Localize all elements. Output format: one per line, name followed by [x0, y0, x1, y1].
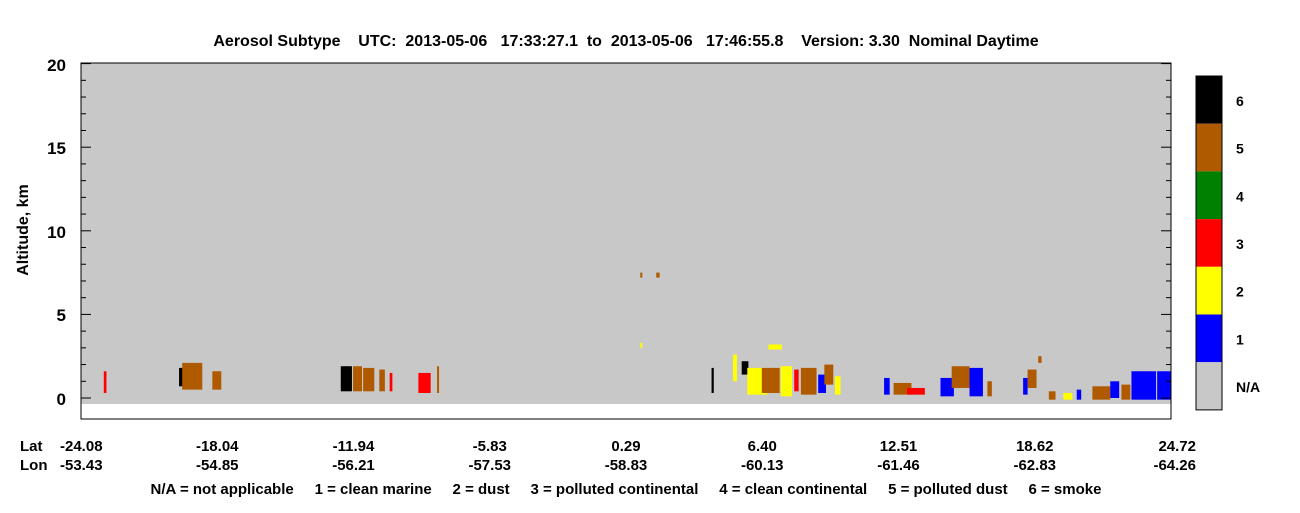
y-axis-left-ticks [81, 63, 91, 399]
lat-tick-label: 12.51 [880, 438, 918, 455]
feature-block [741, 361, 749, 375]
feature-block [103, 371, 107, 393]
feature-block [656, 272, 660, 278]
feature-block [768, 344, 782, 350]
colorbar-segment [1196, 171, 1222, 220]
lat-tick-label: 6.40 [748, 438, 777, 455]
feature-block [1157, 371, 1171, 400]
feature-block [761, 367, 780, 393]
lon-tick-label: -60.13 [741, 457, 784, 474]
y-tick-label: 15 [47, 139, 66, 158]
feature-block [893, 382, 912, 395]
surface-band [81, 404, 1171, 419]
colorbar-label: 5 [1236, 141, 1244, 157]
feature-block [711, 367, 714, 393]
lat-tick-label: 18.62 [1016, 438, 1054, 455]
colorbar-segment [1196, 76, 1222, 124]
feature-block [1092, 386, 1111, 400]
lon-row-label: Lon [20, 457, 48, 474]
feature-block [212, 371, 222, 390]
feature-block [182, 362, 203, 390]
y-tick-label: 0 [57, 390, 66, 409]
feature-block [1023, 377, 1028, 395]
colorbar-label: 6 [1236, 93, 1244, 109]
y-axis-right-ticks [1161, 63, 1171, 399]
feature-block [379, 369, 385, 392]
feature-block [1063, 392, 1073, 400]
colorbar-label: 3 [1236, 236, 1244, 252]
feature-block [1131, 371, 1157, 400]
colorbar-segment [1196, 314, 1222, 363]
feature-block [640, 272, 643, 278]
feature-block [794, 369, 799, 392]
feature-block [1121, 384, 1131, 400]
feature-block [800, 367, 817, 395]
feature-block [418, 372, 431, 393]
lon-tick-label: -57.53 [468, 457, 511, 474]
x-axis-labels: -24.08 -53.43 -18.04 -54.85 -11.94 -56.21 -5.8… [60, 438, 1196, 474]
feature-block [818, 374, 827, 393]
feature-block [353, 366, 362, 392]
chart-title: Aerosol Subtype UTC: 2013-05-06 17:33:27… [213, 33, 1038, 50]
feature-block [389, 372, 393, 392]
feature-block [951, 366, 970, 388]
lon-tick-label: -61.46 [877, 457, 920, 474]
lon-tick-label: -54.85 [196, 457, 239, 474]
lat-tick-label: -24.08 [60, 438, 103, 455]
y-tick-label: 20 [47, 56, 66, 75]
feature-block [1027, 369, 1037, 388]
y-axis-label: Altitude, km [15, 184, 32, 276]
feature-block [340, 366, 352, 392]
colorbar-label: 4 [1236, 188, 1244, 204]
colorbar-label: N/A [1236, 379, 1260, 395]
colorbar-segment [1196, 123, 1222, 172]
feature-block [834, 376, 841, 395]
lat-row-label: Lat [20, 438, 43, 455]
colorbar-label: 1 [1236, 331, 1244, 347]
feature-block [640, 342, 643, 348]
y-tick-label: 10 [47, 223, 66, 242]
lat-tick-label: -5.83 [473, 438, 507, 455]
feature-block [969, 367, 983, 397]
lon-tick-label: -64.26 [1153, 457, 1196, 474]
feature-block [1048, 391, 1056, 400]
colorbar-segment [1196, 266, 1222, 315]
feature-block [1110, 381, 1120, 398]
feature-block [987, 381, 992, 397]
feature-block [884, 377, 890, 395]
feature-block [780, 366, 792, 397]
lon-tick-label: -56.21 [332, 457, 375, 474]
lat-tick-label: -18.04 [196, 438, 239, 455]
lon-tick-label: -53.43 [60, 457, 103, 474]
colorbar-frame [1195, 75, 1223, 411]
feature-block [1038, 356, 1042, 363]
colorbar-label: 2 [1236, 284, 1244, 300]
feature-block [363, 367, 375, 392]
aerosol-features [103, 272, 1171, 400]
lon-tick-label: -58.83 [605, 457, 648, 474]
feature-block [906, 387, 925, 395]
feature-block [824, 364, 834, 385]
lat-tick-label: 0.29 [611, 438, 640, 455]
feature-block [940, 377, 954, 397]
feature-block [732, 354, 738, 382]
lon-tick-label: -62.83 [1013, 457, 1056, 474]
plot-background [81, 63, 1171, 404]
plot-frame [80, 62, 1172, 420]
lat-tick-label: 24.72 [1158, 438, 1196, 455]
feature-block [179, 367, 184, 387]
feature-block [437, 366, 440, 393]
colorbar: 6 5 4 3 2 1 N/A [1195, 75, 1260, 411]
y-tick-label: 5 [57, 306, 66, 325]
class-legend: N/A = not applicable 1 = clean marine 2 … [151, 481, 1102, 498]
colorbar-segment [1196, 362, 1222, 410]
lat-tick-label: -11.94 [333, 438, 375, 455]
colorbar-segment [1196, 219, 1222, 267]
feature-block [1076, 389, 1082, 400]
